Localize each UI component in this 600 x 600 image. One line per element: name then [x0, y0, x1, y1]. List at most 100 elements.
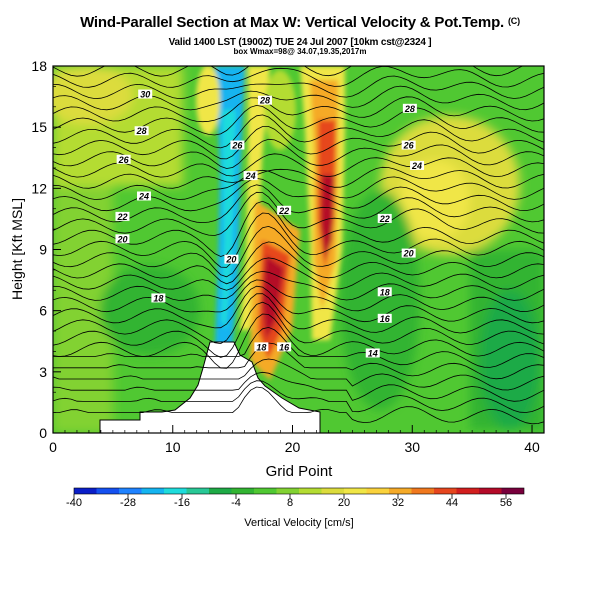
contour-label-box	[224, 254, 239, 264]
theta-contours	[53, 66, 544, 425]
contour-label: 20	[403, 249, 414, 259]
theta-contour-line	[53, 342, 544, 380]
contour-label: 22	[116, 212, 127, 222]
contour-label-box	[134, 126, 149, 136]
title-text: Wind-Parallel Section at Max W: Vertical…	[80, 14, 505, 31]
downdraft-core	[221, 110, 236, 330]
x-axis: 0 10 20 30 40	[49, 425, 540, 455]
theta-contour-line	[53, 241, 544, 285]
theta-contour-line	[53, 225, 544, 278]
contour-label-box	[410, 160, 425, 170]
contour-label: 24	[245, 171, 256, 181]
theta-contour-line	[53, 114, 544, 149]
copyright-mark: (C)	[507, 16, 520, 26]
contour-label: 16	[279, 342, 290, 352]
theta-contour-line	[53, 380, 544, 413]
contour-label: 14	[368, 348, 378, 358]
y-axis-label: Height [Kft MSL]	[9, 198, 25, 300]
colorbar-ticks: -40 -28 -16 -4 8 20 32 44 56	[66, 494, 512, 509]
colorbar-scale	[73, 487, 525, 495]
velocity-field: 30 28 28 28 26 26 26 24 24 24 22 22 22 20 20 20 18 18 18 16…	[53, 66, 544, 433]
contour-label: 30	[140, 90, 150, 100]
theta-contour-line	[53, 126, 544, 160]
colorbar-tick-label: -4	[231, 497, 241, 509]
contour-label: 20	[225, 255, 236, 265]
contour-label-box	[115, 234, 130, 244]
contour-label: 22	[278, 206, 289, 216]
x-tick-label: 40	[524, 439, 540, 455]
contour-label: 28	[136, 126, 147, 136]
y-axis: 0 3 6 9 12 15 18	[31, 58, 61, 441]
field-updraft-downdraft	[196, 66, 345, 380]
x-axis-label: Grid Point	[266, 463, 334, 480]
contour-label: 28	[404, 104, 415, 114]
contour-label-box	[401, 248, 416, 258]
contour-label-box	[116, 154, 131, 164]
y-tick-label: 18	[31, 58, 47, 74]
theta-contour-line	[53, 177, 544, 212]
colorbar-tick-label: -40	[66, 497, 82, 509]
theta-contour-line	[53, 326, 544, 368]
contour-label-box	[243, 171, 258, 181]
contour-label: 18	[153, 293, 163, 303]
x-tick-label: 0	[49, 439, 57, 455]
theta-contour-line	[53, 75, 544, 100]
contour-label: 26	[118, 155, 130, 165]
theta-contour-line	[53, 257, 544, 291]
theta-contour-line	[53, 166, 544, 189]
updraft-upper-west	[196, 66, 220, 135]
theta-contour-line	[53, 313, 544, 369]
contour-label: 24	[411, 161, 422, 171]
x-tick-label: 30	[404, 439, 420, 455]
contour-label: 18	[380, 287, 390, 297]
contour-labels: 30 28 28 28 26 26 26 24 24 24 22 22 22 20 20 20 18 18 18 16…	[115, 89, 425, 358]
colorbar-tick-label: -28	[120, 497, 136, 509]
y-tick-label: 3	[39, 364, 47, 380]
contour-label-box	[138, 89, 153, 99]
theta-contour-line	[53, 184, 544, 224]
theta-contour-line	[53, 371, 544, 402]
region-middle-east-green	[340, 190, 420, 410]
y-tick-label: 9	[39, 242, 47, 258]
contour-label: 18	[256, 342, 266, 352]
theta-contour-line	[53, 285, 544, 329]
valid-time-line: Valid 1400 LST (1900Z) TUE 24 Jul 2007 […	[168, 37, 432, 48]
contour-label-box	[277, 205, 292, 215]
contour-label-box	[277, 342, 292, 352]
theta-contour-line	[53, 386, 544, 425]
contour-label-box	[115, 211, 130, 221]
y-tick-label: 12	[31, 180, 47, 196]
colorbar: -40 -28 -16 -4 8 20 32 44 56 Vertical Velocity […	[66, 487, 525, 529]
updraft-west-edge	[240, 66, 270, 330]
x-tick-label: 10	[165, 439, 181, 455]
contour-label: 22	[379, 214, 390, 224]
theta-contour-line	[53, 358, 544, 391]
theta-contour-line	[53, 96, 544, 123]
contour-label: 28	[259, 96, 270, 106]
contour-label-box	[365, 348, 380, 358]
theta-contour-line	[53, 153, 544, 178]
y-tick-label: 0	[39, 425, 47, 441]
contour-label-box	[402, 103, 417, 113]
theta-contour-line	[53, 138, 544, 169]
region-east-core	[400, 160, 470, 240]
theta-contour-line	[53, 270, 544, 301]
contour-label: 26	[403, 141, 415, 151]
contour-label-box	[377, 287, 392, 297]
contour-label-box	[401, 140, 416, 150]
box-info-line: box Wmax=98@ 34.07,19.35,2017m	[233, 47, 367, 56]
contour-label-box	[230, 140, 245, 150]
theta-contour-line	[53, 293, 544, 345]
theta-contour-line	[53, 66, 544, 88]
colorbar-label: Vertical Velocity [cm/s]	[244, 517, 353, 529]
field-gap-green	[264, 70, 296, 150]
theta-contour-line	[53, 212, 544, 268]
theta-contour-line	[53, 301, 544, 358]
chart-title: Wind-Parallel Section at Max W: Vertical…	[0, 14, 600, 31]
field-broad-regions	[53, 66, 544, 433]
colorbar-tick-label: 56	[500, 497, 512, 509]
contour-label: 26	[231, 141, 243, 151]
theta-contour-line	[53, 191, 544, 236]
updraft-east-core	[321, 175, 334, 260]
